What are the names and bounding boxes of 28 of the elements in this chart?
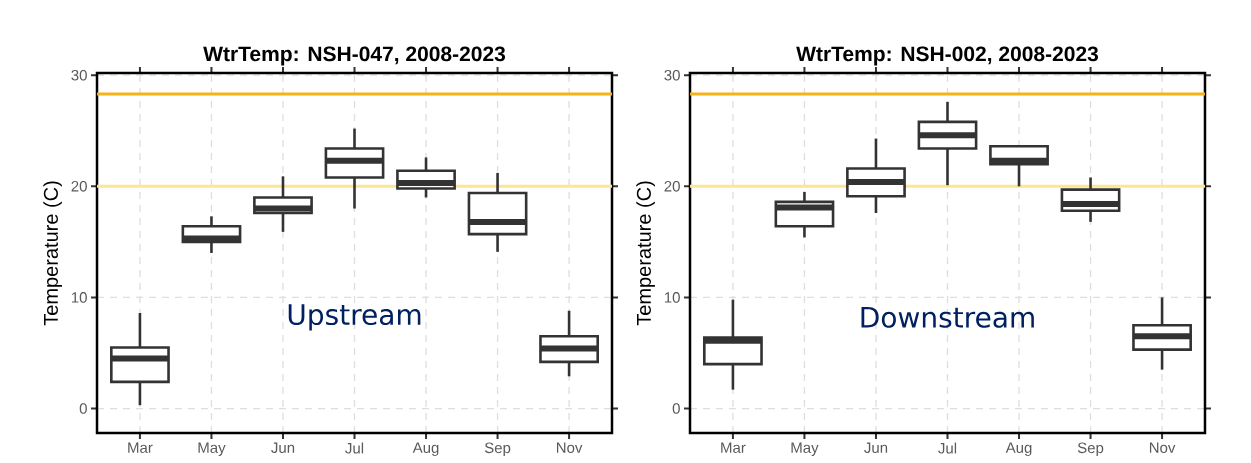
x-tick-label: Jun	[271, 442, 295, 453]
x-tick-label: May	[791, 442, 819, 456]
x-tick-label: Aug	[1005, 442, 1032, 456]
x-tick-label: Mar	[128, 442, 153, 453]
y-tick-label: 10	[71, 292, 87, 303]
annotation: Upstream	[288, 304, 421, 331]
y-tick-label: 20	[664, 181, 680, 192]
y-axis-title: Temperature (C)	[43, 181, 62, 326]
y-axis-title: Temperature (C)	[636, 181, 655, 326]
x-tick-label: Sep	[1077, 442, 1104, 457]
annotation: Downstream	[861, 307, 1034, 328]
y-tick-label: 30	[664, 69, 680, 81]
x-tick-label: Nov	[1149, 442, 1176, 453]
x-tick-label: Aug	[412, 442, 439, 456]
chart-title: WtrTemp: NSH-047, 2008-2023	[203, 46, 506, 66]
chart-title: WtrTemp: NSH-002, 2008-2023	[796, 46, 1099, 66]
y-tick-label: 0	[79, 403, 87, 414]
y-tick-label: 10	[664, 292, 680, 303]
x-tick-label: Jul	[345, 442, 364, 454]
y-tick-label: 0	[672, 403, 680, 414]
y-tick-label: 30	[71, 69, 87, 81]
y-tick-label: 20	[71, 181, 87, 192]
x-tick-label: Nov	[556, 442, 583, 453]
x-tick-label: Mar	[721, 442, 746, 453]
x-tick-label: Sep	[484, 442, 511, 457]
x-tick-label: May	[198, 442, 226, 456]
x-tick-label: Jun	[864, 442, 888, 453]
x-tick-label: Jul	[938, 442, 957, 454]
